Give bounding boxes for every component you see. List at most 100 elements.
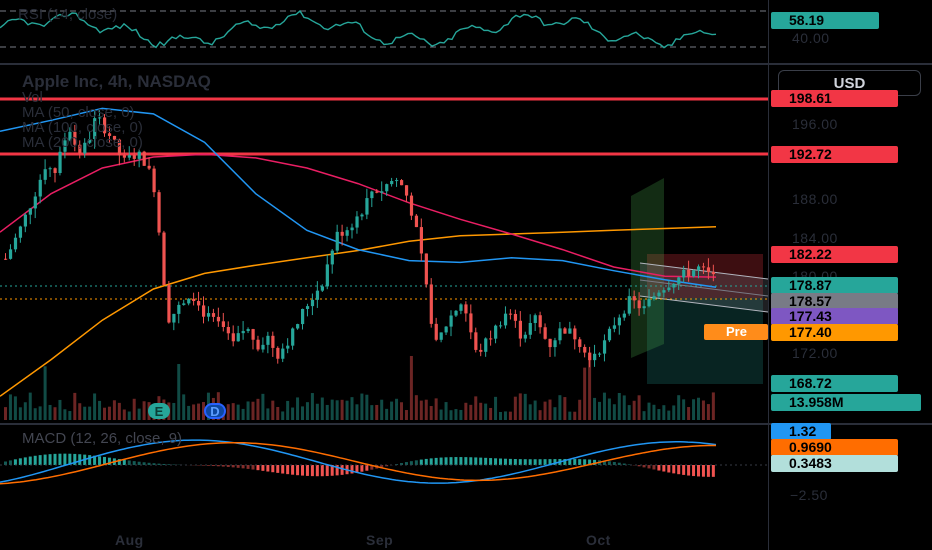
volume-bar — [53, 407, 57, 420]
candle-body — [513, 313, 518, 321]
candle-body — [652, 296, 656, 300]
candle-body — [241, 331, 245, 334]
rsi-value-tag: 58.19 — [771, 12, 879, 29]
ma-legend-3[interactable]: MA (200, close, 0) — [22, 134, 143, 151]
candle-body — [439, 332, 443, 340]
macd-hist-bar — [221, 465, 225, 467]
macd-hist-bar — [58, 453, 62, 465]
volume-bar — [310, 393, 314, 420]
candle-body — [563, 328, 567, 334]
ma-legend-2[interactable]: MA (100, close, 0) — [22, 119, 143, 136]
earnings-icon[interactable]: E — [148, 403, 170, 419]
time-label-sep: Sep — [366, 532, 394, 548]
macd-hist-bar — [409, 461, 413, 465]
macd-hist-bar — [657, 465, 661, 471]
volume-bar — [682, 399, 686, 420]
macd-hist-bar — [380, 465, 384, 468]
volume-bar — [291, 407, 295, 420]
macd-hist-bar — [28, 456, 32, 465]
signal-value-tag: 0.9690 — [771, 439, 898, 456]
macd-hist-bar — [404, 462, 408, 465]
candle-body — [479, 349, 483, 352]
candle-body — [637, 300, 641, 309]
volume-bar — [632, 400, 636, 420]
volume-bar — [459, 409, 463, 420]
ma-legend[interactable]: MA (50, close, 0) — [22, 104, 135, 121]
candle-body — [167, 285, 171, 323]
volume-bar — [444, 402, 448, 420]
candle-body — [499, 325, 503, 327]
macd-legend[interactable]: MACD (12, 26, close, 9) — [22, 430, 183, 447]
volume-bar — [296, 397, 300, 420]
volume-bar — [503, 411, 507, 420]
volume-bar — [320, 397, 324, 420]
candle-body — [152, 168, 156, 193]
dividend-icon[interactable]: D — [204, 403, 226, 419]
volume-bar — [4, 407, 7, 420]
macd-hist-bar — [122, 459, 126, 465]
candle-body — [454, 310, 458, 316]
macd-hist-bar — [667, 465, 671, 473]
candle-body — [578, 339, 582, 347]
candle-body — [573, 328, 577, 340]
candle-body — [429, 284, 433, 324]
macd-hist-bar — [286, 465, 290, 475]
ma-100-line — [0, 153, 717, 278]
volume-bar — [83, 406, 87, 420]
candle-body — [558, 328, 562, 341]
volume-bar — [414, 395, 418, 420]
macd-hist-bar — [454, 457, 458, 465]
volume-bar — [568, 411, 572, 420]
macd-hist-bar — [281, 465, 285, 474]
volume-bar — [489, 407, 493, 420]
volume-bar — [464, 402, 468, 420]
price-tick-172: 172.00 — [792, 345, 838, 361]
macd-hist-bar — [612, 461, 616, 465]
volume-bar — [375, 404, 379, 420]
candle-body — [414, 215, 419, 228]
volume-bar — [28, 392, 32, 420]
macd-hist-bar — [53, 453, 57, 465]
volume-bar — [192, 404, 196, 420]
volume-bar — [385, 408, 389, 420]
volume-bar — [266, 408, 270, 420]
macd-hist-bar — [474, 457, 478, 465]
macd-hist-bar — [305, 465, 309, 476]
macd-hist-bar — [622, 463, 626, 465]
volume-legend[interactable]: Vol — [22, 89, 43, 106]
candle-body — [315, 290, 320, 300]
volume-bar — [23, 402, 27, 420]
candle-body — [236, 333, 240, 342]
volume-bar — [518, 393, 522, 420]
volume-bar — [365, 394, 369, 420]
macd-tick-neg: −2.50 — [790, 487, 828, 503]
macd-hist-bar — [647, 465, 651, 469]
candle-body — [449, 315, 453, 327]
candle-body — [350, 227, 354, 231]
candle-body — [360, 214, 364, 217]
symbol-legend[interactable]: Apple Inc, 4h, NASDAQ — [22, 72, 211, 91]
candle-body — [206, 313, 211, 317]
candle-body — [38, 179, 42, 197]
volume-bar — [197, 403, 201, 420]
candle-body — [157, 192, 161, 233]
volume-bar — [68, 411, 72, 420]
volume-tag: 13.958M — [771, 394, 921, 411]
volume-bar — [112, 400, 116, 420]
volume-bar — [236, 404, 240, 420]
macd-hist-bar — [459, 457, 463, 465]
candle-body — [330, 250, 334, 265]
candle-body — [706, 267, 711, 273]
macd-hist-bar — [593, 459, 597, 465]
volume-bar — [177, 364, 181, 420]
volume-bar — [202, 402, 205, 420]
macd-hist-bar — [137, 461, 141, 465]
volume-bar — [350, 397, 354, 420]
macd-hist-bar — [434, 457, 438, 465]
candle-body — [370, 191, 374, 199]
pre-market-badge: Pre — [704, 324, 768, 340]
long-position-stop-zone — [647, 298, 763, 384]
candle-body — [162, 232, 166, 286]
